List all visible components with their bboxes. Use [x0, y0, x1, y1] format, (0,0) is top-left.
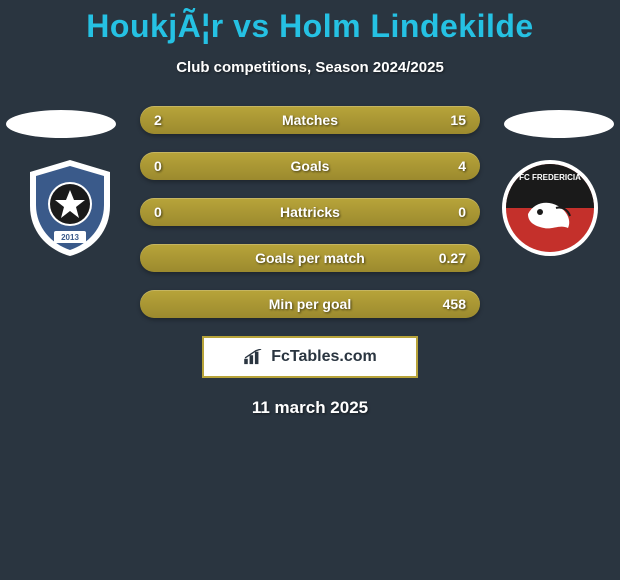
- comparison-content: 2013 FC FREDERICIA 2 Matches 15 0 Goals …: [0, 106, 620, 418]
- club-badge-left: 2013: [20, 158, 120, 258]
- stat-bar-goals: 0 Goals 4: [140, 152, 480, 180]
- player-left-ellipse: [6, 110, 116, 138]
- stat-label: Goals: [140, 158, 480, 174]
- stat-bar-hattricks: 0 Hattricks 0: [140, 198, 480, 226]
- brand-text: FcTables.com: [271, 348, 377, 366]
- club-badge-right: FC FREDERICIA: [500, 158, 600, 258]
- brand-box: FcTables.com: [202, 336, 418, 378]
- stat-bar-min-per-goal: Min per goal 458: [140, 290, 480, 318]
- stat-label: Hattricks: [140, 204, 480, 220]
- stat-label: Goals per match: [140, 250, 480, 266]
- page-subtitle: Club competitions, Season 2024/2025: [0, 59, 620, 76]
- svg-text:FC FREDERICIA: FC FREDERICIA: [519, 173, 581, 182]
- svg-text:2013: 2013: [61, 233, 79, 242]
- fredericia-badge-icon: FC FREDERICIA: [500, 158, 600, 258]
- stat-label: Matches: [140, 112, 480, 128]
- player-right-ellipse: [504, 110, 614, 138]
- bar-chart-icon: [243, 349, 265, 365]
- stat-label: Min per goal: [140, 296, 480, 312]
- stat-bars: 2 Matches 15 0 Goals 4 0 Hattricks 0 Goa…: [140, 106, 480, 318]
- page-title: HoukjÃ¦r vs Holm Lindekilde: [0, 0, 620, 45]
- date-text: 11 march 2025: [0, 398, 620, 418]
- vendsyssel-badge-icon: 2013: [20, 158, 120, 258]
- stat-bar-matches: 2 Matches 15: [140, 106, 480, 134]
- stat-bar-goals-per-match: Goals per match 0.27: [140, 244, 480, 272]
